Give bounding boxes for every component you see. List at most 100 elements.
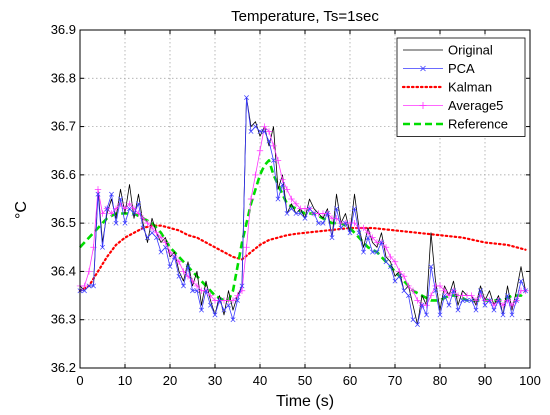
series-original xyxy=(79,97,526,325)
data-point-pca xyxy=(181,283,186,289)
data-point-pca xyxy=(302,215,308,221)
data-point-average5 xyxy=(504,297,511,304)
data-point-average5 xyxy=(360,224,367,232)
data-point-pca xyxy=(104,206,110,212)
data-point-average5 xyxy=(414,297,421,304)
data-point-pca xyxy=(185,264,191,270)
data-point-average5 xyxy=(193,282,201,290)
data-point-pca xyxy=(118,196,123,202)
y-tick-label: 36.7 xyxy=(51,119,76,134)
data-point-average5 xyxy=(252,171,259,179)
data-point-pca xyxy=(316,220,321,226)
data-point-average5 xyxy=(148,224,156,232)
data-point-average5 xyxy=(445,292,453,299)
x-tick-label: 40 xyxy=(253,373,267,388)
legend-label-average5: Average5 xyxy=(448,98,503,113)
legend-label-reference: Reference xyxy=(448,117,508,132)
data-point-pca xyxy=(239,283,245,289)
data-point-average5 xyxy=(157,234,165,241)
data-point-average5 xyxy=(247,195,255,203)
data-point-average5 xyxy=(265,128,273,135)
data-point-pca xyxy=(424,312,429,318)
legend-item-pca: PCA xyxy=(403,61,475,76)
data-point-average5 xyxy=(427,292,435,299)
data-point-average5 xyxy=(238,287,246,294)
data-point-pca xyxy=(410,317,416,323)
data-point-average5 xyxy=(274,157,282,164)
data-point-pca xyxy=(383,259,389,265)
data-point-pca xyxy=(284,211,290,216)
y-tick-label: 36.2 xyxy=(51,360,76,375)
legend-label-original: Original xyxy=(448,43,493,58)
data-point-average5 xyxy=(270,142,277,150)
data-point-pca xyxy=(140,225,146,231)
data-point-pca xyxy=(446,302,452,308)
data-point-pca xyxy=(194,288,200,294)
legend-marker-pca xyxy=(420,65,426,72)
data-point-average5 xyxy=(288,195,295,203)
data-point-average5 xyxy=(423,302,430,309)
data-point-pca xyxy=(82,288,87,294)
data-point-pca xyxy=(419,302,425,308)
x-tick-label: 100 xyxy=(519,373,541,388)
x-tick-label: 90 xyxy=(478,373,492,388)
data-point-pca xyxy=(208,302,213,308)
data-point-average5 xyxy=(405,282,412,290)
data-point-pca xyxy=(190,288,195,294)
data-point-pca xyxy=(244,95,249,101)
data-point-pca xyxy=(262,128,267,134)
legend-item-original: Original xyxy=(403,43,493,58)
data-point-pca xyxy=(127,206,132,212)
data-point-pca xyxy=(437,312,443,318)
data-point-average5 xyxy=(117,200,124,208)
data-point-pca xyxy=(496,297,501,303)
data-point-pca xyxy=(154,235,159,241)
data-point-pca xyxy=(356,230,362,236)
data-point-pca xyxy=(217,297,222,303)
y-tick-label: 36.3 xyxy=(51,312,76,327)
data-point-pca xyxy=(253,124,258,130)
data-point-average5 xyxy=(243,244,250,251)
data-point-average5 xyxy=(108,210,115,217)
x-tick-label: 80 xyxy=(433,373,447,388)
data-point-pca xyxy=(523,288,528,294)
data-point-pca xyxy=(455,307,461,313)
data-point-average5 xyxy=(261,123,268,130)
data-point-pca xyxy=(212,312,218,318)
data-point-average5 xyxy=(351,219,358,227)
data-point-pca xyxy=(248,128,254,134)
data-point-average5 xyxy=(166,248,174,256)
series-line-pca xyxy=(80,97,526,325)
data-point-pca xyxy=(478,288,483,294)
data-point-pca xyxy=(122,220,128,226)
data-point-pca xyxy=(311,211,317,216)
data-point-average5 xyxy=(279,176,286,183)
data-point-average5 xyxy=(153,229,160,236)
series-layer xyxy=(76,95,529,327)
data-point-pca xyxy=(329,235,335,241)
data-point-pca xyxy=(131,211,137,216)
data-point-pca xyxy=(86,283,92,289)
data-point-pca xyxy=(401,288,407,294)
series-pca xyxy=(77,95,528,327)
data-point-pca xyxy=(163,244,168,250)
data-point-average5 xyxy=(400,273,408,280)
data-point-pca xyxy=(514,297,519,303)
legend-item-average5: Average5 xyxy=(403,98,503,113)
y-tick-label: 36.6 xyxy=(51,167,76,182)
data-point-average5 xyxy=(229,297,237,304)
data-point-pca xyxy=(199,307,204,313)
data-point-average5 xyxy=(175,258,183,265)
data-point-pca xyxy=(136,201,141,207)
data-point-pca xyxy=(95,191,101,197)
data-point-pca xyxy=(397,273,402,279)
data-point-average5 xyxy=(81,282,88,290)
data-point-average5 xyxy=(364,229,372,236)
data-point-pca xyxy=(158,249,164,255)
data-point-average5 xyxy=(382,244,390,251)
legend-label-kalman: Kalman xyxy=(448,80,492,95)
data-point-pca xyxy=(361,249,366,255)
data-point-pca xyxy=(203,288,209,294)
data-point-pca xyxy=(392,278,398,284)
x-tick-label: 70 xyxy=(388,373,402,388)
